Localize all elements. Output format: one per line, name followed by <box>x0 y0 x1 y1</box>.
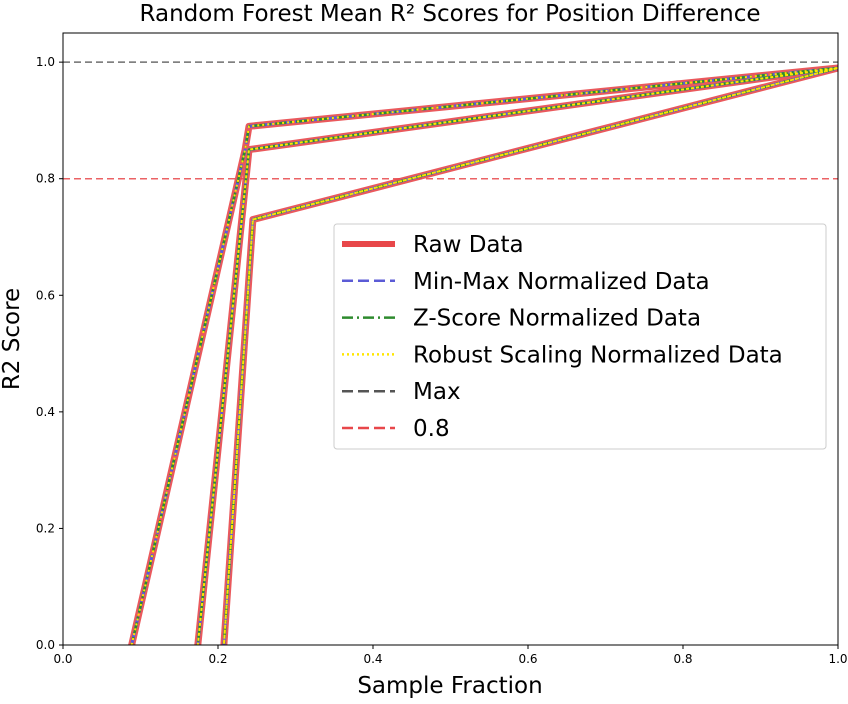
y-tick-label: 0.6 <box>36 288 55 302</box>
y-axis-ticks: 0.0 0.2 0.4 0.6 0.8 1.0 <box>36 55 63 652</box>
chart-title: Random Forest Mean R² Scores for Positio… <box>140 1 761 27</box>
reference-lines <box>63 61 838 180</box>
x-tick-label: 0.4 <box>363 652 382 666</box>
series-line-robust-scaling-normalized-data <box>130 67 838 645</box>
legend-label: 0.8 <box>413 416 450 442</box>
y-tick-label: 0.2 <box>36 521 55 535</box>
x-tick-label: 0.2 <box>208 652 227 666</box>
legend-label: Robust Scaling Normalized Data <box>413 342 783 368</box>
x-tick-label: 0.8 <box>673 652 692 666</box>
x-axis-label: Sample Fraction <box>357 673 542 699</box>
legend-label: Max <box>413 379 461 405</box>
legend: Raw Data Min-Max Normalized Data Z-Score N… <box>333 223 827 450</box>
y-tick-label: 0.8 <box>36 172 55 186</box>
y-axis-label: R2 Score <box>0 288 25 390</box>
legend-label: Z-Score Normalized Data <box>413 306 701 332</box>
x-tick-label: 0.0 <box>53 652 72 666</box>
x-tick-label: 0.6 <box>518 652 537 666</box>
legend-box <box>333 223 827 450</box>
x-tick-label: 1.0 <box>828 652 847 666</box>
series-layer <box>128 64 838 645</box>
y-tick-label: 1.0 <box>36 55 55 69</box>
y-tick-label: 0.4 <box>36 405 55 419</box>
plot-frame <box>62 32 839 646</box>
legend-label: Min-Max Normalized Data <box>413 269 710 295</box>
x-axis-ticks: 0.0 0.2 0.4 0.6 0.8 1.0 <box>53 645 848 666</box>
legend-label: Raw Data <box>413 232 524 258</box>
y-tick-label: 0.0 <box>36 638 55 652</box>
